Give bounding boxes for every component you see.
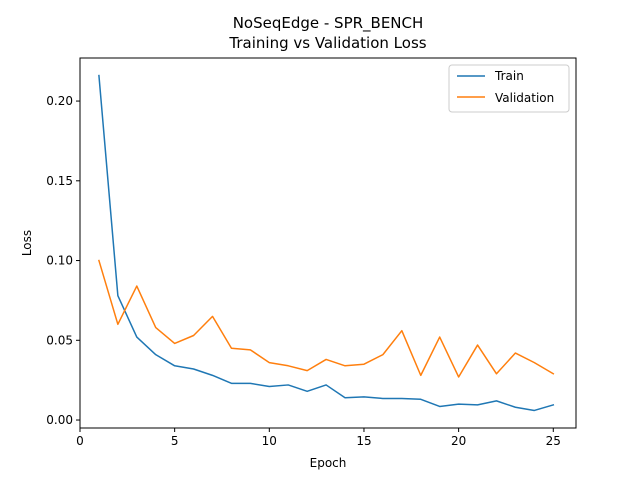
x-tick-label: 0 bbox=[76, 434, 84, 448]
plot-area bbox=[97, 74, 555, 412]
legend: Train Validation bbox=[448, 64, 570, 113]
y-tick-label: 0.05 bbox=[46, 333, 73, 347]
x-axis-ticks: 0 5 10 15 20 25 bbox=[76, 428, 561, 448]
x-tick-label: 5 bbox=[171, 434, 179, 448]
x-tick-label: 10 bbox=[262, 434, 277, 448]
y-tick-label: 0.00 bbox=[46, 413, 73, 427]
chart-subtitle: Training vs Validation Loss bbox=[228, 34, 426, 52]
y-axis-label: Loss bbox=[20, 230, 34, 256]
chart-title: NoSeqEdge - SPR_BENCH bbox=[233, 14, 424, 33]
y-tick-label: 0.20 bbox=[46, 94, 73, 108]
x-axis-label: Epoch bbox=[310, 456, 347, 470]
series-line-validation bbox=[97, 259, 555, 378]
series-line-train bbox=[98, 74, 555, 412]
x-tick-label: 20 bbox=[451, 434, 466, 448]
y-tick-label: 0.15 bbox=[46, 174, 73, 188]
y-tick-label: 0.10 bbox=[46, 254, 73, 268]
legend-label-train: Train bbox=[494, 69, 524, 83]
axes-frame bbox=[79, 57, 577, 429]
legend-label-validation: Validation bbox=[495, 91, 554, 105]
x-tick-label: 15 bbox=[356, 434, 371, 448]
y-axis-ticks: 0.00 0.05 0.10 0.15 0.20 bbox=[46, 94, 80, 427]
x-tick-label: 25 bbox=[546, 434, 561, 448]
